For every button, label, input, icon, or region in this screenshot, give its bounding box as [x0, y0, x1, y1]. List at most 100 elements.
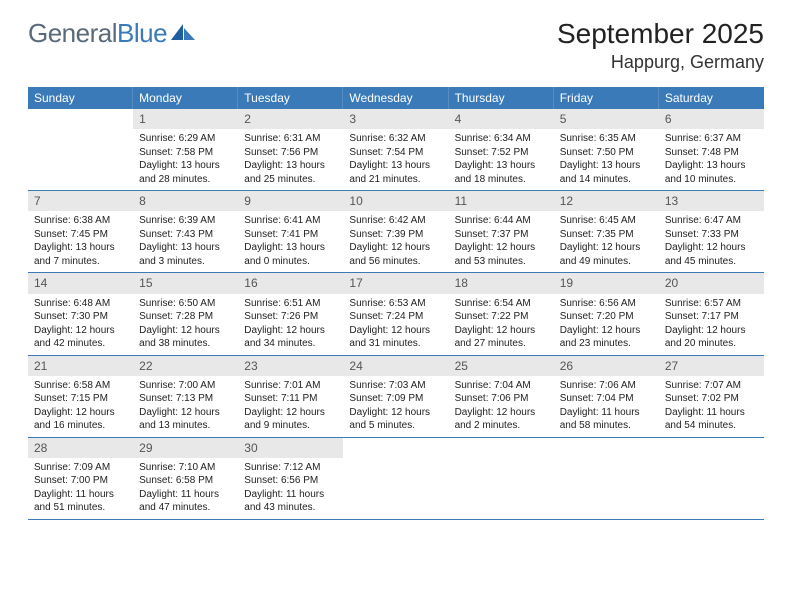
- day-number: 11: [449, 191, 554, 211]
- day-cell: 5Sunrise: 6:35 AMSunset: 7:50 PMDaylight…: [554, 109, 659, 190]
- day-number: 22: [133, 356, 238, 376]
- sunrise-line: Sunrise: 7:00 AM: [139, 379, 232, 393]
- day-cell: 17Sunrise: 6:53 AMSunset: 7:24 PMDayligh…: [343, 273, 448, 354]
- sunset-line: Sunset: 7:56 PM: [244, 146, 337, 160]
- day-number: 5: [554, 109, 659, 129]
- sunrise-line: Sunrise: 6:34 AM: [455, 132, 548, 146]
- day-body: Sunrise: 7:12 AMSunset: 6:56 PMDaylight:…: [238, 458, 343, 519]
- day-body: Sunrise: 6:42 AMSunset: 7:39 PMDaylight:…: [343, 211, 448, 272]
- empty-day-cell: [449, 438, 554, 519]
- sail-icon: [169, 22, 197, 42]
- day-number: 14: [28, 273, 133, 293]
- sunset-line: Sunset: 7:30 PM: [34, 310, 127, 324]
- day-body: Sunrise: 7:00 AMSunset: 7:13 PMDaylight:…: [133, 376, 238, 437]
- day-cell: 27Sunrise: 7:07 AMSunset: 7:02 PMDayligh…: [659, 356, 764, 437]
- sunrise-line: Sunrise: 6:57 AM: [665, 297, 758, 311]
- weekday-header: Tuesday: [238, 87, 343, 109]
- sunset-line: Sunset: 7:13 PM: [139, 392, 232, 406]
- day-body: Sunrise: 6:57 AMSunset: 7:17 PMDaylight:…: [659, 294, 764, 355]
- daylight-line: Daylight: 13 hours and 25 minutes.: [244, 159, 337, 186]
- sunrise-line: Sunrise: 6:58 AM: [34, 379, 127, 393]
- day-cell: 11Sunrise: 6:44 AMSunset: 7:37 PMDayligh…: [449, 191, 554, 272]
- brand-text: GeneralBlue: [28, 18, 167, 49]
- sunset-line: Sunset: 7:52 PM: [455, 146, 548, 160]
- day-number: 21: [28, 356, 133, 376]
- weekday-header-row: SundayMondayTuesdayWednesdayThursdayFrid…: [28, 87, 764, 109]
- day-body: Sunrise: 7:07 AMSunset: 7:02 PMDaylight:…: [659, 376, 764, 437]
- day-cell: 29Sunrise: 7:10 AMSunset: 6:58 PMDayligh…: [133, 438, 238, 519]
- daylight-line: Daylight: 12 hours and 20 minutes.: [665, 324, 758, 351]
- sunrise-line: Sunrise: 6:31 AM: [244, 132, 337, 146]
- sunrise-line: Sunrise: 6:53 AM: [349, 297, 442, 311]
- day-cell: 23Sunrise: 7:01 AMSunset: 7:11 PMDayligh…: [238, 356, 343, 437]
- day-number: 1: [133, 109, 238, 129]
- day-number: 18: [449, 273, 554, 293]
- daylight-line: Daylight: 11 hours and 47 minutes.: [139, 488, 232, 515]
- day-number: 8: [133, 191, 238, 211]
- weekday-header: Wednesday: [343, 87, 448, 109]
- day-cell: 22Sunrise: 7:00 AMSunset: 7:13 PMDayligh…: [133, 356, 238, 437]
- day-number: 17: [343, 273, 448, 293]
- day-cell: 13Sunrise: 6:47 AMSunset: 7:33 PMDayligh…: [659, 191, 764, 272]
- daylight-line: Daylight: 12 hours and 42 minutes.: [34, 324, 127, 351]
- day-number: 26: [554, 356, 659, 376]
- day-number: 12: [554, 191, 659, 211]
- sunset-line: Sunset: 6:58 PM: [139, 474, 232, 488]
- day-cell: 7Sunrise: 6:38 AMSunset: 7:45 PMDaylight…: [28, 191, 133, 272]
- day-body: Sunrise: 6:53 AMSunset: 7:24 PMDaylight:…: [343, 294, 448, 355]
- daylight-line: Daylight: 13 hours and 14 minutes.: [560, 159, 653, 186]
- day-number: 24: [343, 356, 448, 376]
- sunset-line: Sunset: 7:58 PM: [139, 146, 232, 160]
- sunrise-line: Sunrise: 6:38 AM: [34, 214, 127, 228]
- day-body: Sunrise: 6:35 AMSunset: 7:50 PMDaylight:…: [554, 129, 659, 190]
- month-title: September 2025: [557, 18, 764, 50]
- sunrise-line: Sunrise: 6:56 AM: [560, 297, 653, 311]
- day-body: Sunrise: 6:29 AMSunset: 7:58 PMDaylight:…: [133, 129, 238, 190]
- sunrise-line: Sunrise: 6:29 AM: [139, 132, 232, 146]
- daylight-line: Daylight: 13 hours and 0 minutes.: [244, 241, 337, 268]
- day-cell: 4Sunrise: 6:34 AMSunset: 7:52 PMDaylight…: [449, 109, 554, 190]
- day-body: Sunrise: 6:39 AMSunset: 7:43 PMDaylight:…: [133, 211, 238, 272]
- day-cell: 2 Sunrise: 6:31 AMSunset: 7:56 PMDaylight…: [238, 109, 343, 190]
- sunrise-line: Sunrise: 7:12 AM: [244, 461, 337, 475]
- day-number: 27: [659, 356, 764, 376]
- daylight-line: Daylight: 12 hours and 16 minutes.: [34, 406, 127, 433]
- day-body: Sunrise: 7:10 AMSunset: 6:58 PMDaylight:…: [133, 458, 238, 519]
- sunset-line: Sunset: 7:02 PM: [665, 392, 758, 406]
- daylight-line: Daylight: 13 hours and 18 minutes.: [455, 159, 548, 186]
- week-row: 28Sunrise: 7:09 AMSunset: 7:00 PMDayligh…: [28, 438, 764, 520]
- sunset-line: Sunset: 7:43 PM: [139, 228, 232, 242]
- sunset-line: Sunset: 7:45 PM: [34, 228, 127, 242]
- daylight-line: Daylight: 12 hours and 9 minutes.: [244, 406, 337, 433]
- sunrise-line: Sunrise: 6:41 AM: [244, 214, 337, 228]
- day-body: Sunrise: 6:50 AMSunset: 7:28 PMDaylight:…: [133, 294, 238, 355]
- sunrise-line: Sunrise: 7:04 AM: [455, 379, 548, 393]
- daylight-line: Daylight: 11 hours and 54 minutes.: [665, 406, 758, 433]
- sunrise-line: Sunrise: 6:45 AM: [560, 214, 653, 228]
- week-row: 1Sunrise: 6:29 AMSunset: 7:58 PMDaylight…: [28, 109, 764, 191]
- day-number: 30: [238, 438, 343, 458]
- day-cell: 15Sunrise: 6:50 AMSunset: 7:28 PMDayligh…: [133, 273, 238, 354]
- empty-day-cell: [554, 438, 659, 519]
- sunrise-line: Sunrise: 7:07 AM: [665, 379, 758, 393]
- day-body: Sunrise: 6:38 AMSunset: 7:45 PMDaylight:…: [28, 211, 133, 272]
- day-cell: 20Sunrise: 6:57 AMSunset: 7:17 PMDayligh…: [659, 273, 764, 354]
- weeks-container: 1Sunrise: 6:29 AMSunset: 7:58 PMDaylight…: [28, 109, 764, 520]
- daylight-line: Daylight: 12 hours and 23 minutes.: [560, 324, 653, 351]
- day-cell: 18Sunrise: 6:54 AMSunset: 7:22 PMDayligh…: [449, 273, 554, 354]
- sunrise-line: Sunrise: 6:54 AM: [455, 297, 548, 311]
- sunset-line: Sunset: 7:48 PM: [665, 146, 758, 160]
- day-cell: 28Sunrise: 7:09 AMSunset: 7:00 PMDayligh…: [28, 438, 133, 519]
- day-number: 15: [133, 273, 238, 293]
- day-number: 2: [238, 109, 343, 129]
- day-cell: 12Sunrise: 6:45 AMSunset: 7:35 PMDayligh…: [554, 191, 659, 272]
- sunset-line: Sunset: 7:50 PM: [560, 146, 653, 160]
- daylight-line: Daylight: 12 hours and 27 minutes.: [455, 324, 548, 351]
- daylight-line: Daylight: 13 hours and 21 minutes.: [349, 159, 442, 186]
- sunset-line: Sunset: 7:54 PM: [349, 146, 442, 160]
- sunset-line: Sunset: 7:11 PM: [244, 392, 337, 406]
- day-number: 25: [449, 356, 554, 376]
- daylight-line: Daylight: 11 hours and 58 minutes.: [560, 406, 653, 433]
- location-label: Happurg, Germany: [557, 52, 764, 73]
- page-header: GeneralBlue September 2025 Happurg, Germ…: [0, 0, 792, 81]
